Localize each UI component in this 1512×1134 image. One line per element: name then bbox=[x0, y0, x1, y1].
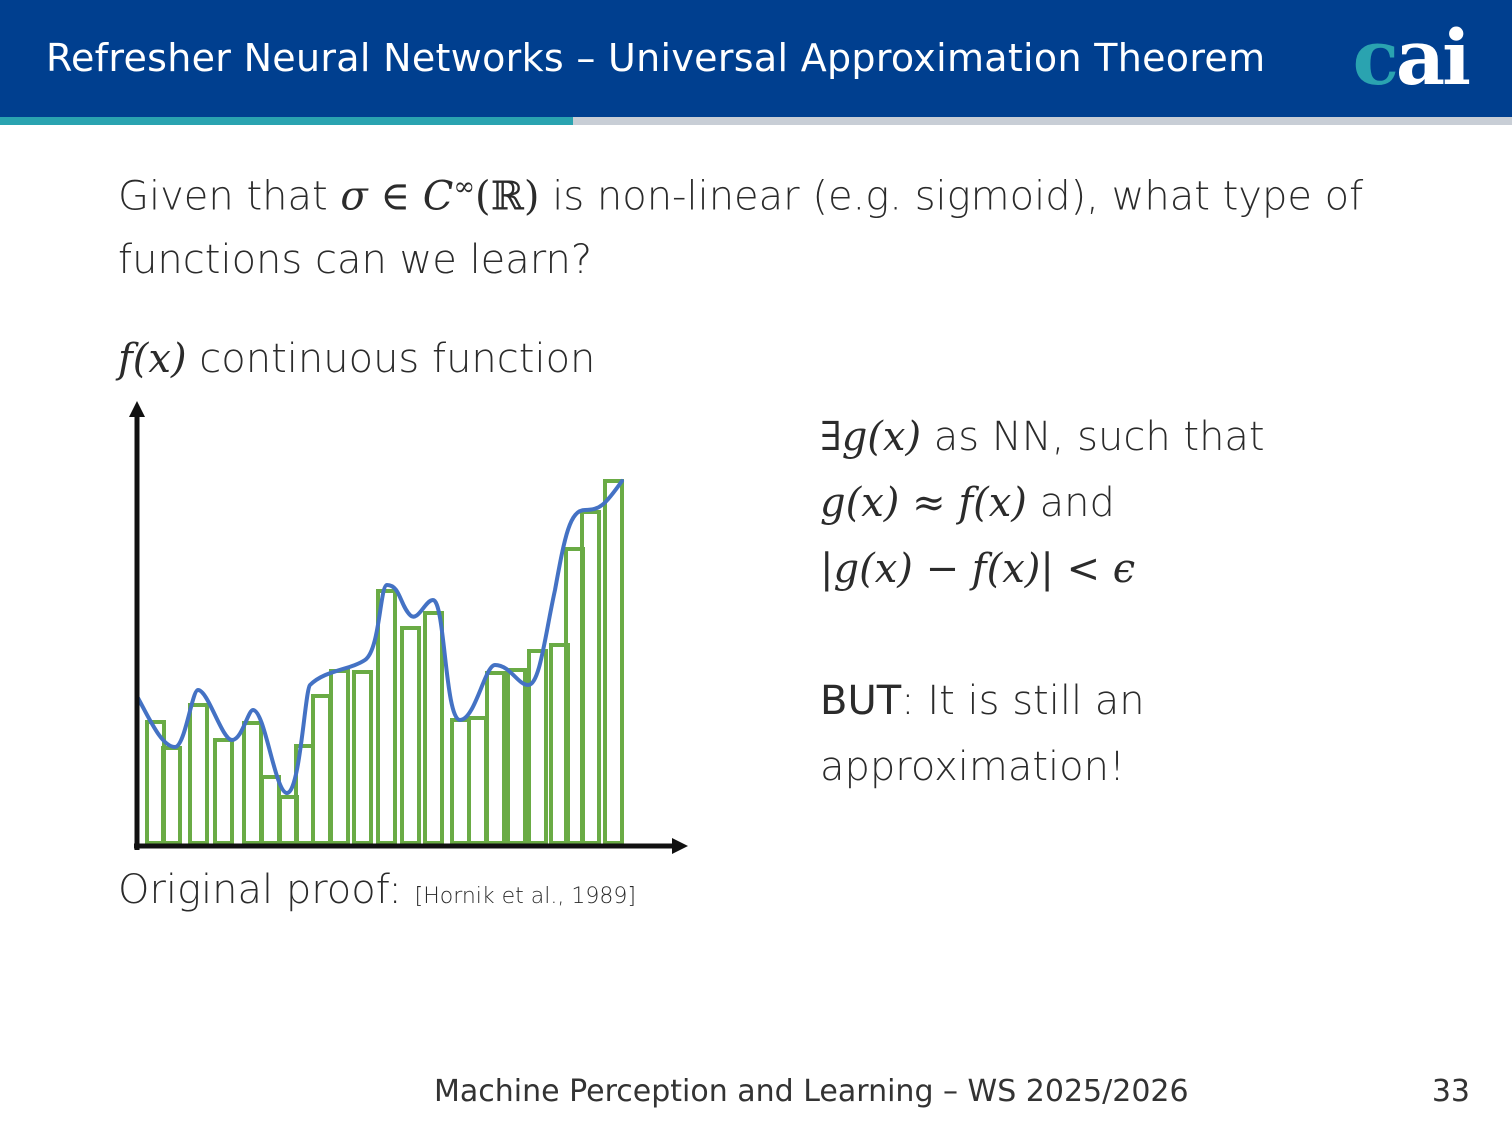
bar-4 bbox=[213, 738, 234, 845]
but-line: BUT: It is still an bbox=[820, 678, 1145, 724]
bar-17 bbox=[485, 671, 506, 845]
cai-logo: cai bbox=[1352, 13, 1471, 102]
theorem-statement: ∃g(x) as NN, such that g(x) ≈ f(x) and |… bbox=[820, 404, 1460, 800]
bar-10 bbox=[329, 669, 350, 845]
bar-6 bbox=[260, 775, 281, 845]
approximation-bars bbox=[145, 479, 624, 845]
bar-14 bbox=[423, 611, 444, 845]
header-rule-accent bbox=[0, 117, 573, 125]
theorem-line-3: |g(x) − f(x)| < ϵ bbox=[820, 546, 1136, 592]
bar-15 bbox=[450, 718, 471, 845]
bar-12 bbox=[376, 589, 397, 845]
function-curve bbox=[136, 479, 624, 795]
footer-course: Machine Perception and Learning – WS 202… bbox=[434, 1074, 1189, 1109]
theorem-line-1: ∃g(x) as NN, such that bbox=[820, 414, 1265, 460]
x-axis-arrowhead bbox=[672, 838, 688, 854]
question-text: Given that σ ∈ C∞(ℝ) is non-linear (e.g.… bbox=[118, 172, 1364, 284]
but-line-2: approximation! bbox=[820, 744, 1126, 790]
bar-23 bbox=[603, 479, 624, 845]
bar-11 bbox=[352, 670, 373, 845]
bar-22 bbox=[580, 510, 601, 845]
function-label: f(x) continuous function bbox=[118, 336, 596, 382]
bar-13 bbox=[400, 626, 421, 845]
bar-9 bbox=[311, 694, 332, 845]
slide-title: Refresher Neural Networks – Universal Ap… bbox=[46, 36, 1266, 80]
theorem-line-2: g(x) ≈ f(x) and bbox=[820, 480, 1115, 526]
y-axis-arrowhead bbox=[129, 401, 145, 417]
citation-link[interactable]: [Hornik et al., 1989] bbox=[414, 884, 636, 909]
original-proof: Original proof: [Hornik et al., 1989] bbox=[118, 858, 636, 929]
bar-18 bbox=[506, 668, 527, 845]
header-rule-gray bbox=[573, 117, 1512, 125]
bar-3 bbox=[188, 703, 209, 845]
bar-16 bbox=[467, 716, 488, 845]
bar-5 bbox=[242, 721, 263, 845]
header-bar: Refresher Neural Networks – Universal Ap… bbox=[0, 0, 1512, 117]
proof-label: Original proof: bbox=[118, 867, 402, 913]
page-number: 33 bbox=[1431, 1074, 1470, 1109]
bar-19 bbox=[527, 649, 548, 845]
function-approximation-figure bbox=[129, 401, 688, 854]
